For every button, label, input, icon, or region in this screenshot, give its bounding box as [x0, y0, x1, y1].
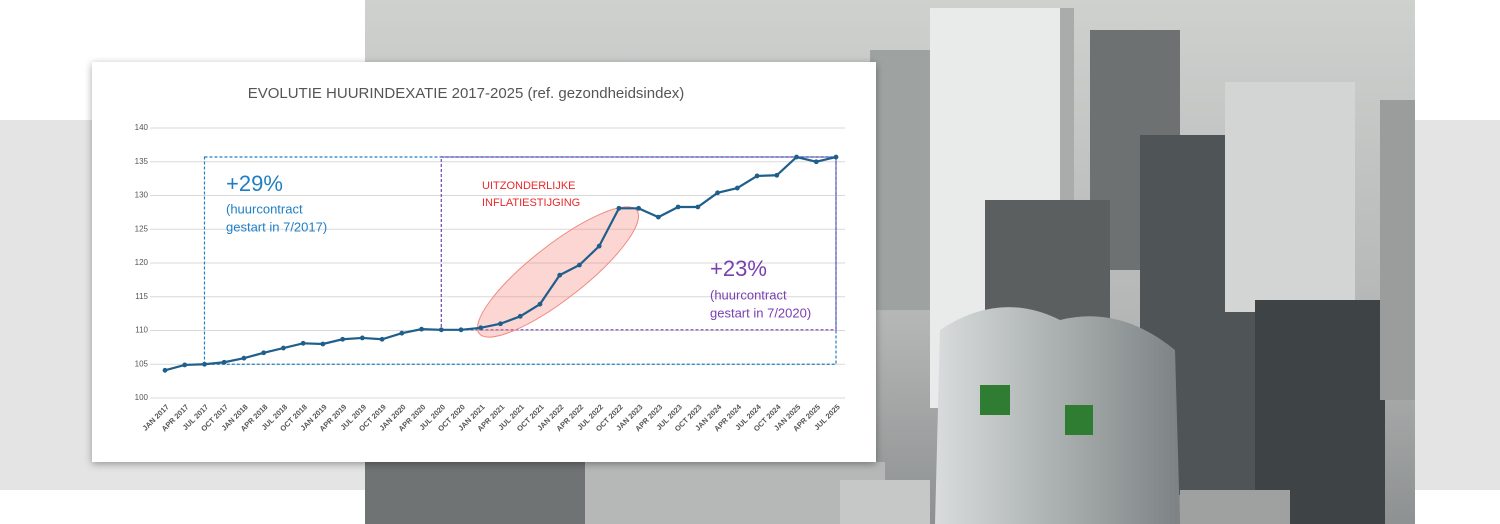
data-point — [636, 205, 642, 211]
y-tick-label: 120 — [135, 258, 149, 267]
data-point — [655, 214, 661, 220]
annotation: (huurcontract — [226, 201, 303, 216]
data-point — [675, 204, 681, 210]
data-point — [438, 327, 444, 333]
data-point — [695, 204, 701, 210]
data-point — [537, 301, 543, 307]
data-point — [162, 367, 168, 373]
y-tick-label: 105 — [135, 359, 149, 368]
data-point — [774, 172, 780, 178]
data-point — [517, 313, 523, 319]
data-point — [794, 154, 799, 160]
reference-box — [203, 156, 837, 365]
y-tick-label: 135 — [135, 157, 149, 166]
highlight-ellipse — [476, 206, 640, 338]
chart-title: EVOLUTIE HUURINDEXATIE 2017-2025 (ref. g… — [248, 85, 685, 102]
data-point — [281, 345, 286, 351]
data-point — [320, 341, 326, 347]
data-point — [498, 321, 503, 327]
data-point — [754, 173, 760, 179]
data-point — [241, 355, 247, 361]
data-point — [478, 325, 484, 331]
y-tick-label: 115 — [135, 292, 148, 301]
data-point — [616, 205, 622, 211]
chart-card — [92, 62, 876, 462]
annotation: gestart in 7/2017) — [226, 219, 327, 234]
data-point — [261, 350, 267, 356]
data-point — [340, 336, 346, 342]
annotation: gestart in 7/2020) — [710, 305, 811, 320]
data-point — [833, 154, 839, 160]
y-tick-label: 130 — [135, 191, 149, 200]
annotation: (huurcontract — [710, 287, 787, 302]
y-tick-label: 125 — [135, 224, 149, 233]
data-point — [715, 190, 720, 196]
annotation: +23% — [710, 256, 767, 281]
data-point — [577, 262, 582, 268]
data-point — [300, 340, 306, 346]
annotation: INFLATIESTIJGING — [482, 197, 580, 209]
data-point — [596, 243, 602, 249]
y-tick-label: 100 — [135, 393, 149, 402]
data-point — [419, 326, 424, 332]
reference-box — [440, 156, 837, 331]
data-point — [202, 361, 207, 367]
data-point — [734, 185, 740, 191]
data-point — [557, 272, 563, 278]
data-point — [182, 362, 188, 368]
data-point — [359, 335, 365, 341]
y-tick-label: 140 — [135, 123, 149, 132]
data-point — [813, 159, 819, 165]
data-point — [458, 327, 464, 333]
y-tick-label: 110 — [135, 326, 148, 335]
data-point — [221, 359, 227, 365]
data-point — [379, 336, 385, 342]
data-point — [399, 330, 405, 336]
annotation: +29% — [226, 171, 283, 196]
annotation: UITZONDERLIJKE — [482, 180, 576, 192]
